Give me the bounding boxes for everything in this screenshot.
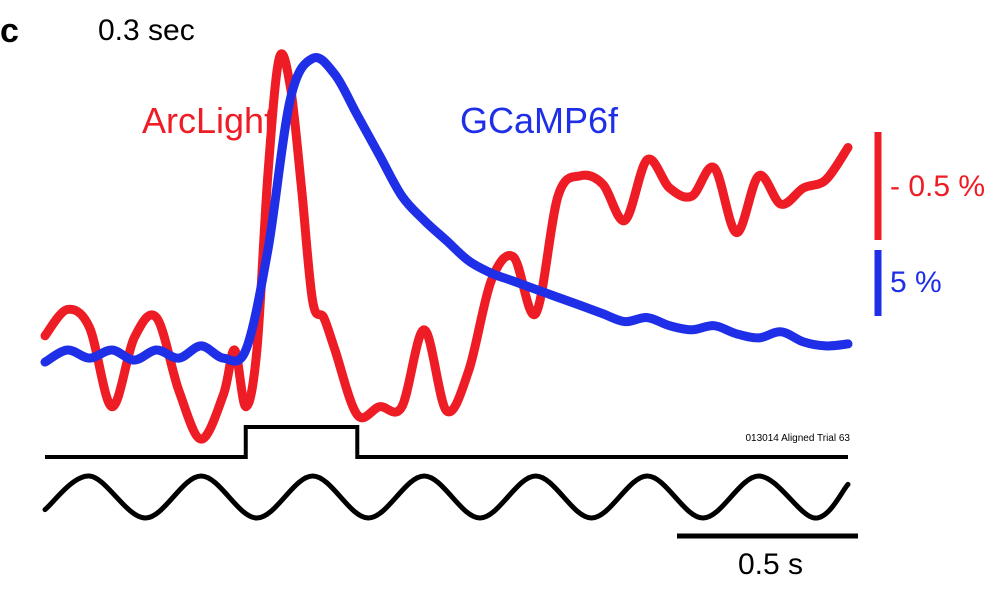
arclight-scalebar-label: - 0.5 % xyxy=(890,170,985,203)
stim-duration-label: 0.3 sec xyxy=(98,14,195,47)
series-label-gcamp6f: GCaMP6f xyxy=(460,100,619,141)
arclight-trace xyxy=(40,49,853,444)
time-scalebar-label: 0.5 s xyxy=(738,548,803,581)
reference-trace xyxy=(42,473,851,521)
trial-label: 013014 Aligned Trial 63 xyxy=(745,433,850,444)
series-label-arclight: ArcLight xyxy=(142,100,274,141)
stimulus-trace xyxy=(45,425,848,459)
gcamp-scalebar-label: 5 % xyxy=(890,266,942,299)
panel-label: c xyxy=(0,12,19,50)
gcamp6f-trace xyxy=(40,53,853,367)
